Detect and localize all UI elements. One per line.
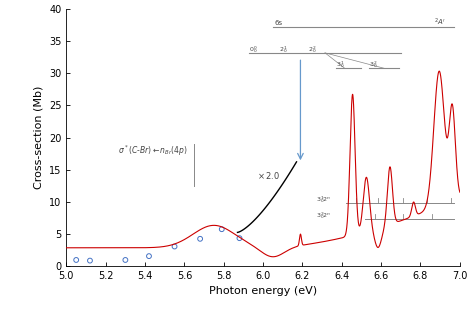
Text: $3_0^2$: $3_0^2$	[369, 59, 378, 70]
Text: $^2A'$: $^2A'$	[434, 16, 446, 28]
Text: $2_0^2$: $2_0^2$	[308, 44, 317, 55]
Text: $\times\,2.0$: $\times\,2.0$	[257, 170, 280, 181]
Text: $3_0^2 2^n$: $3_0^2 2^n$	[316, 210, 332, 221]
Text: $3_0^1$: $3_0^1$	[336, 59, 344, 70]
Point	[86, 258, 94, 263]
Text: $0_0^0$: $0_0^0$	[249, 44, 258, 55]
Point	[171, 244, 178, 249]
Text: 6s: 6s	[275, 20, 283, 26]
Point	[73, 257, 80, 262]
Text: $2_0^1$: $2_0^1$	[279, 44, 287, 55]
Y-axis label: Cross-section (Mb): Cross-section (Mb)	[34, 86, 44, 189]
Point	[218, 227, 226, 232]
Point	[196, 236, 204, 241]
Point	[121, 257, 129, 262]
Point	[145, 254, 153, 259]
Text: $3_0^1 2^n$: $3_0^1 2^n$	[316, 195, 332, 205]
X-axis label: Photon energy (eV): Photon energy (eV)	[209, 286, 317, 296]
Point	[236, 236, 243, 241]
Text: $\sigma^*(C$-$Br) \leftarrow n_{Br}(4p)$: $\sigma^*(C$-$Br) \leftarrow n_{Br}(4p)$	[118, 143, 188, 158]
